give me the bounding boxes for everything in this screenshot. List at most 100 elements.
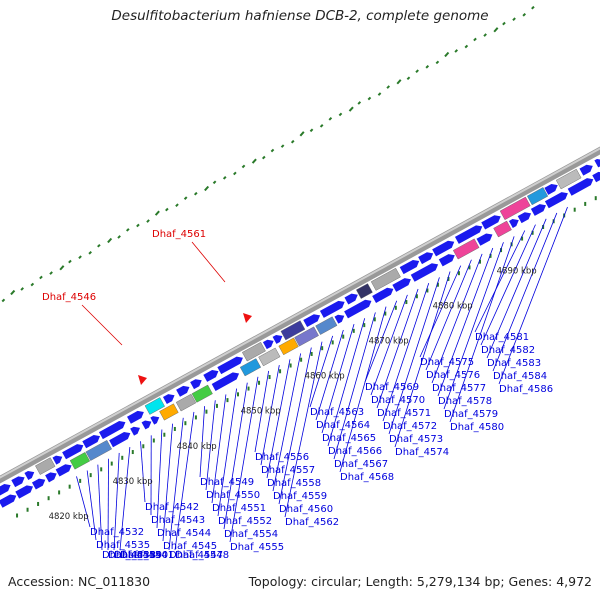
tick-mark (204, 185, 210, 192)
tick-mark (464, 44, 469, 49)
tick-mark (512, 17, 516, 21)
gene-label: Dhaf_4543 (151, 515, 205, 526)
gene-label: Dhaf_4584 (493, 371, 547, 382)
tick-mark (1, 298, 6, 303)
tick-mark (107, 237, 113, 244)
tick-mark (435, 60, 440, 65)
tick-mark (183, 196, 188, 200)
gene-feature (15, 485, 34, 499)
label-leader (449, 236, 515, 423)
gene-label: Dhaf_4564 (316, 420, 370, 431)
tick-mark (444, 51, 450, 58)
label-leader (364, 300, 398, 383)
gene-feature (410, 263, 439, 282)
gene-label: Dhaf_4551 (212, 503, 266, 514)
tick-mark (290, 139, 295, 144)
gene-label: Dhaf_4578 (438, 396, 492, 407)
gene-feature (141, 420, 152, 430)
scale-label: 4840 kbp (177, 442, 217, 452)
gene-feature (594, 158, 600, 168)
gene-label: Dhaf_4576 (426, 370, 480, 381)
label-leader (425, 259, 472, 371)
tick-mark (502, 21, 506, 26)
gene-feature (130, 426, 140, 436)
label-leader (119, 447, 131, 551)
gene-label: Dhaf_4563 (310, 407, 364, 418)
gene-feature (217, 356, 243, 375)
tick-mark (222, 176, 227, 180)
highlight-label: Dhaf_4546 (42, 292, 96, 303)
gene-feature (191, 384, 213, 403)
label-leader (339, 306, 387, 473)
gene-feature (454, 225, 483, 244)
label-leader (217, 388, 238, 517)
tick-mark (251, 158, 257, 164)
tick-mark (175, 203, 179, 207)
label-leader (211, 394, 227, 504)
scale-ticks (16, 196, 597, 518)
gene-label: Dhaf_4554 (224, 529, 278, 540)
gene-feature (392, 278, 411, 292)
label-leader-lines (76, 206, 568, 551)
tick-mark (78, 255, 82, 260)
gene-feature (452, 238, 480, 260)
gene-feature (62, 444, 84, 460)
gene-feature (481, 215, 501, 230)
gene-feature (242, 341, 266, 362)
label-leader (315, 329, 344, 421)
tick-mark (280, 144, 285, 148)
gene-label: Dhaf_4586 (499, 384, 553, 395)
tick-mark (348, 106, 354, 112)
gene-label: Dhaf_4544 (157, 528, 211, 539)
scale-label: 4880 kbp (433, 301, 473, 311)
gene-feature (150, 416, 160, 425)
tick-mark (30, 282, 35, 287)
highlight-leader (81, 304, 123, 346)
label-leader (162, 423, 173, 542)
tick-mark (117, 235, 121, 239)
gene-feature (567, 178, 594, 196)
highlight-gene-arrow (138, 375, 147, 385)
gene-label: Dhaf_4542 (145, 502, 199, 513)
label-leader (437, 247, 494, 397)
gene-feature (294, 326, 319, 347)
gene-feature (0, 494, 17, 508)
tick-mark (367, 96, 372, 101)
label-leader (199, 406, 205, 478)
gene-label: Dhaf_4548 (175, 550, 229, 561)
gene-label: Dhaf_4570 (371, 395, 425, 406)
highlight-label: Dhaf_4561 (152, 229, 206, 240)
gene-label: Dhaf_4549 (200, 477, 254, 488)
gene-label: Dhaf_4572 (383, 421, 437, 432)
label-leader (174, 411, 195, 551)
gene-label: Dhaf_4583 (487, 358, 541, 369)
gene-feature (258, 347, 281, 367)
tick-mark (10, 289, 16, 296)
scale-label: 4870 kbp (369, 337, 409, 347)
gene-track (0, 158, 600, 508)
gene-feature (334, 314, 345, 324)
gene-feature (272, 334, 283, 344)
gene-label: Dhaf_4567 (334, 459, 388, 470)
gene-feature (190, 379, 202, 390)
gene-labels: Dhaf_4532Dhaf_4535Dhaf_4538Dhaf_4539Dhaf… (90, 332, 553, 561)
gene-feature (432, 240, 455, 257)
gene-label: Dhaf_4557 (261, 465, 315, 476)
label-leader (370, 294, 408, 396)
gene-feature (592, 171, 600, 183)
tick-mark (88, 250, 92, 255)
gene-feature (418, 252, 434, 265)
gene-feature (211, 372, 240, 391)
scale-label: 4830 kbp (113, 477, 153, 487)
gene-feature (399, 259, 420, 275)
tick-mark (377, 92, 382, 96)
tick-mark (49, 271, 53, 275)
tick-mark (136, 223, 140, 228)
label-leader (254, 370, 270, 453)
gene-feature (98, 421, 126, 440)
gene-feature (544, 192, 568, 209)
tick-mark (473, 37, 477, 42)
gene-label: Dhaf_4575 (420, 357, 474, 368)
gene-label: Dhaf_4535 (96, 540, 150, 551)
